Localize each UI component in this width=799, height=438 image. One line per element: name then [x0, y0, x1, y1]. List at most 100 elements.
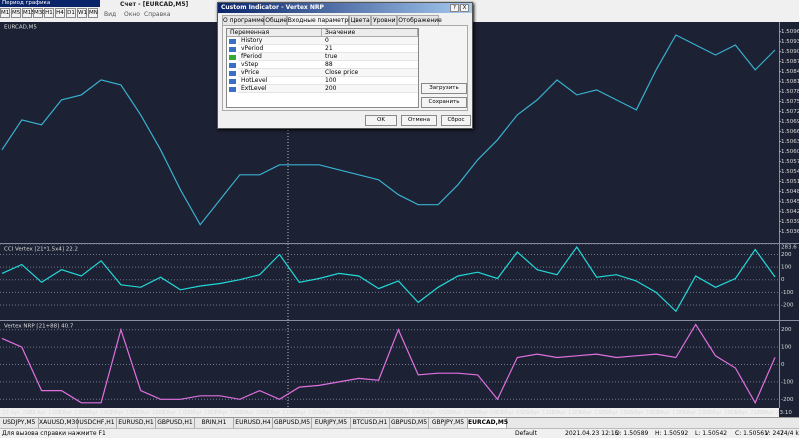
row-icon [229, 47, 236, 52]
status-field: O: 1.50589 [615, 430, 649, 437]
status-field: 74/4 kb [780, 430, 799, 437]
status-field: L: 1.50542 [695, 430, 728, 437]
panel-title: EURCAD,M5 [4, 25, 37, 31]
period-button[interactable]: MN [88, 8, 98, 18]
param-name[interactable]: HotLevel [238, 77, 322, 85]
y-tick-label: 1.50635 [781, 139, 799, 145]
x-tick-label: 23 Apr 12:30 [548, 410, 584, 416]
y-tick-label: 1.50935 [781, 39, 799, 45]
x-tick-label: 22 Apr 23:10 [288, 410, 324, 416]
chart-tab[interactable]: EURUSD,H4 [234, 418, 273, 428]
dialog-tab[interactable]: О программе [222, 15, 265, 25]
chart-tab[interactable]: BRIN,H1 [195, 418, 234, 428]
param-name[interactable]: fPeriod [238, 53, 322, 61]
param-value[interactable]: true [322, 53, 418, 61]
x-tick-label: 22 Apr 13:10 [54, 410, 90, 416]
status-field: C: 1.50561 [735, 430, 768, 437]
param-value[interactable]: 88 [322, 61, 418, 69]
menu-item[interactable]: Окно [124, 11, 140, 18]
status-field: V: 242 [765, 430, 784, 437]
side-button[interactable]: Загрузить [421, 83, 467, 94]
param-value[interactable]: 21 [322, 45, 418, 53]
dialog-tab[interactable]: Входные параметры [286, 15, 353, 25]
menu-item[interactable]: Вид [104, 11, 117, 18]
side-button[interactable]: Сохранить [421, 97, 467, 108]
dialog: Custom Indicator - Vertex NRP ? X О прогр… [217, 2, 473, 129]
x-tick-label: 23 Apr 11:10 [522, 410, 558, 416]
row-icon [229, 55, 236, 60]
period-button[interactable]: W1 [77, 8, 87, 18]
dialog-tab[interactable]: Общие [264, 15, 287, 25]
chart-tab[interactable]: GBPUSD,M5 [273, 418, 312, 428]
dialog-tab[interactable]: Отображение [397, 15, 442, 25]
param-value[interactable]: 200 [322, 85, 418, 93]
x-tick-label: 23 Apr 03:10 [366, 410, 402, 416]
param-name[interactable]: History [238, 37, 322, 45]
param-name[interactable]: vStep [238, 61, 322, 69]
menu-item[interactable]: Справка [144, 11, 171, 18]
chart-tab[interactable]: GBPUSD,H1 [156, 418, 195, 428]
chart-tab[interactable]: EURUSD,H1 [117, 418, 156, 428]
status-field: Default [515, 430, 537, 437]
dialog-button[interactable]: OK [365, 115, 397, 126]
series-line [1, 323, 776, 405]
x-tick-label: 23 Apr 16:30 [626, 410, 662, 416]
y-tick-label: 1.50455 [781, 199, 799, 205]
x-tick-label: 23 Apr 08:30 [470, 410, 506, 416]
y-tick-label: 1.50965 [781, 29, 799, 35]
y-tick-label: 0 [781, 277, 785, 283]
x-tick-label: 23 Apr 23:10 [756, 410, 792, 416]
title-button[interactable]: ? [450, 4, 459, 12]
chart-tab[interactable]: GBPJPY,M5 [429, 418, 468, 428]
y-tick-label: 1.50665 [781, 129, 799, 135]
y-tick-label: 1.50905 [781, 49, 799, 55]
period-button[interactable]: M30 [33, 8, 46, 18]
param-name[interactable]: vPeriod [238, 45, 322, 53]
x-tick-label: 22 Apr 21:50 [262, 410, 298, 416]
x-tick-label: 23 Apr 20:30 [704, 410, 740, 416]
dialog-tab[interactable]: Цвета [348, 15, 372, 25]
x-tick-label: 22 Apr 14:30 [80, 410, 116, 416]
param-value[interactable]: 0 [322, 37, 418, 45]
x-tick-label: 23 Apr 19:10 [678, 410, 714, 416]
y-tick-label: 1.50815 [781, 79, 799, 85]
column-header: Переменная [227, 29, 322, 37]
chart-tab[interactable]: EURCAD,M5 [468, 418, 509, 428]
chart-tab[interactable]: GBPUSD,M5 [390, 418, 429, 428]
period-button[interactable]: H4 [55, 8, 65, 18]
chart-tab[interactable]: USDCHF,H1 [78, 418, 117, 428]
period-button[interactable]: M5 [11, 8, 21, 18]
row-icon [229, 87, 236, 92]
y-tick-label: 1.50515 [781, 179, 799, 185]
param-value[interactable]: 100 [322, 77, 418, 85]
period-button[interactable]: M15 [22, 8, 35, 18]
status-field: H: 1.50592 [655, 430, 689, 437]
param-value[interactable]: Close price [322, 69, 418, 77]
chart-tab[interactable]: EURJPY,M5 [312, 418, 351, 428]
param-name[interactable]: ExtLevel [238, 85, 322, 93]
axis-bg [779, 22, 799, 417]
period-button[interactable]: M1 [0, 8, 10, 18]
x-tick-label: 23 Apr 21:50 [730, 410, 766, 416]
title-button[interactable]: X [460, 4, 469, 12]
window-title: Счет - [EURCAD,M5] [120, 1, 189, 8]
row-icon [229, 39, 236, 44]
y-tick-label: 100 [781, 265, 792, 271]
y-tick-label: 200 [781, 327, 792, 333]
row-icon [229, 63, 236, 68]
status-bar: Для вызова справки нажмите F1 Default 2021… [0, 428, 799, 438]
y-tick-label: 200 [781, 252, 792, 258]
y-tick-label: -100 [781, 290, 794, 296]
chart-tab[interactable]: USDJPY,M5 [0, 418, 39, 428]
dialog-tab[interactable]: Уровни [371, 15, 398, 25]
dialog-button[interactable]: Отмена [401, 115, 437, 126]
period-button[interactable]: D1 [66, 8, 76, 18]
chart-tab[interactable]: BTCUSD,H1 [351, 418, 390, 428]
param-name[interactable]: vPrice [238, 69, 322, 77]
period-button[interactable]: H1 [44, 8, 54, 18]
x-tick-label: 23 Apr 04:30 [392, 410, 428, 416]
y-tick-label: 100 [781, 345, 792, 351]
toolbar-label: Период графика [0, 0, 100, 7]
dialog-button[interactable]: Сброс [441, 115, 471, 126]
chart-tab[interactable]: XAUUSD,M30 [39, 418, 80, 428]
